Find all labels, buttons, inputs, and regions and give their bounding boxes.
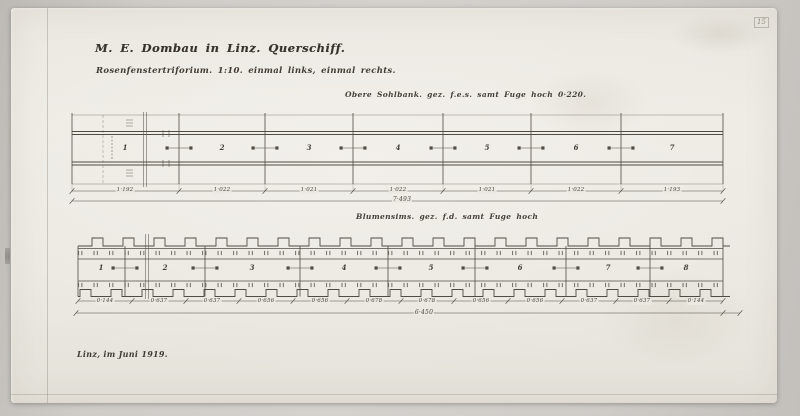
section-number: 7 (669, 143, 675, 152)
upper-band-label: Obere Sohlbank. gez. f.e.s. samt Fuge ho… (345, 90, 587, 99)
dimension-label: 0·678 (364, 298, 384, 305)
dimension-label: 1·022 (212, 187, 232, 194)
dimension-label: 0·144 (95, 298, 115, 305)
upper-band-drawing (69, 112, 726, 205)
lower-crenellation-top (78, 237, 730, 247)
margin-rule-horizontal (11, 394, 777, 395)
archive-number: 15 (754, 17, 769, 29)
sheet-subtitle: Rosenfenstertriforium. 1:10. einmal link… (96, 66, 396, 76)
dimension-label: 1·021 (477, 187, 497, 194)
sheet-title: M. E. Dombau in Linz. Querschiff. (95, 41, 346, 55)
section-number: 6 (573, 143, 579, 152)
dimension-label: 0·656 (310, 298, 330, 305)
total-dimension-label: 7·493 (391, 196, 413, 203)
section-number: 5 (484, 143, 490, 152)
lower-dimension-lines (73, 297, 743, 317)
dimension-label: 1·021 (299, 187, 319, 194)
sheet-footer-date: Linz, im Juni 1919. (77, 349, 168, 359)
dimension-label: 0·656 (256, 298, 276, 305)
section-number: 1 (98, 263, 104, 272)
lower-band-drawing (73, 234, 743, 317)
dimension-label: 0·144 (686, 298, 706, 305)
dimension-label: 0·637 (579, 298, 599, 305)
section-number: 7 (605, 263, 611, 272)
section-number: 3 (249, 263, 255, 272)
upper-left-detail (102, 112, 170, 187)
dimension-label: 0·656 (471, 298, 491, 305)
total-dimension-label: 6·450 (413, 309, 435, 316)
lower-left-detail (145, 234, 149, 299)
dimension-label: 1·192 (115, 187, 135, 194)
section-number: 4 (341, 263, 347, 272)
upper-outline-faint (72, 114, 723, 185)
section-number: 8 (683, 263, 689, 272)
dimension-label: 1·193 (662, 187, 682, 194)
section-number: 3 (306, 143, 312, 152)
dimension-label: 0·637 (149, 298, 169, 305)
upper-profile-lines (72, 131, 723, 166)
dimension-label: 0·637 (632, 298, 652, 305)
dimension-label: 1·022 (566, 187, 586, 194)
dimension-label: 0·637 (202, 298, 222, 305)
section-number: 5 (428, 263, 434, 272)
section-number: 1 (122, 143, 128, 152)
lower-joint-symbols (111, 265, 664, 271)
section-number: 2 (219, 143, 225, 152)
upper-section-dividers (71, 113, 724, 184)
section-number: 4 (395, 143, 401, 152)
lower-band-label: Blumensims. gez. f.d. samt Fuge hoch (356, 212, 539, 221)
lower-profile-lines (78, 248, 723, 282)
dimension-label: 0·678 (417, 298, 437, 305)
dimension-label: 0·656 (525, 298, 545, 305)
dimension-label: 1·022 (388, 187, 408, 194)
edge-stamp-mark (5, 248, 10, 264)
lower-crenellation-bottom (78, 289, 730, 297)
lower-section-dividers (77, 246, 724, 297)
margin-rule-vertical (47, 8, 48, 403)
section-number: 2 (162, 263, 168, 272)
section-number: 6 (517, 263, 523, 272)
